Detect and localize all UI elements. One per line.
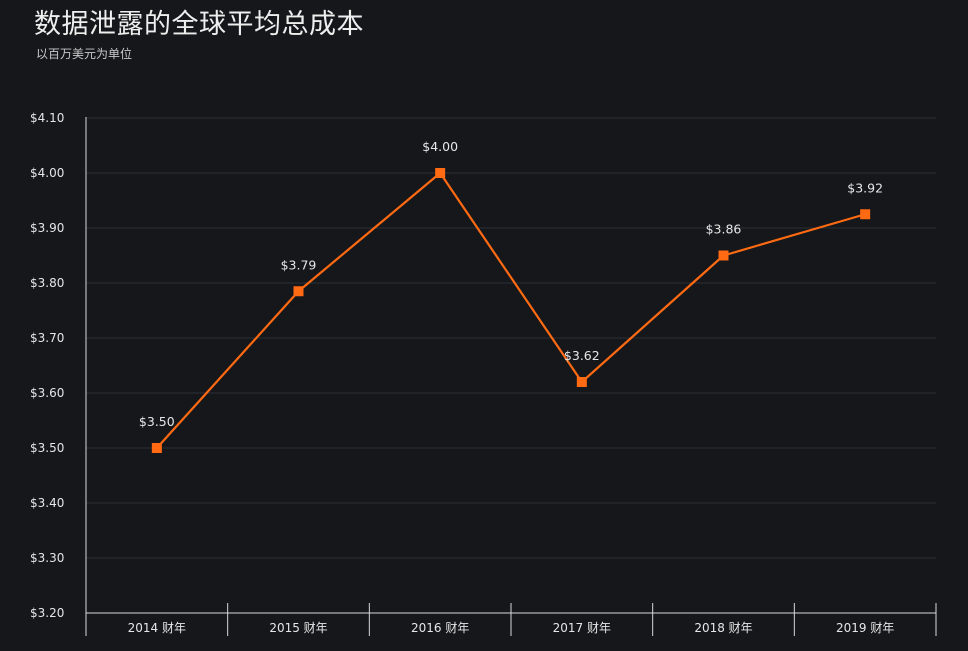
data-point-marker — [718, 250, 729, 261]
grid-lines — [86, 117, 936, 559]
data-label: $3.86 — [706, 222, 742, 237]
data-points — [151, 168, 871, 453]
y-tick-label: $4.00 — [30, 166, 64, 180]
y-tick-label: $3.60 — [30, 386, 64, 400]
y-tick-label: $3.70 — [30, 331, 64, 345]
data-label: $3.50 — [139, 414, 175, 429]
x-tick-label: 2014 财年 — [128, 621, 186, 635]
y-tick-label: $3.50 — [30, 441, 64, 455]
x-tick-label: 2019 财年 — [836, 621, 894, 635]
chart-subtitle: 以百万美元为单位 — [36, 47, 133, 61]
chart-title: 数据泄露的全球平均总成本 — [34, 9, 364, 40]
data-label: $4.00 — [422, 139, 458, 154]
data-point-marker — [151, 443, 162, 453]
data-label: $3.79 — [281, 257, 317, 272]
y-tick-label: $3.20 — [30, 606, 64, 620]
y-tick-label: $3.90 — [30, 221, 64, 235]
x-tick-label: 2017 财年 — [553, 621, 611, 635]
axes — [85, 117, 937, 636]
data-label: $3.92 — [847, 180, 883, 195]
data-label: $3.62 — [564, 348, 600, 363]
data-point-marker — [860, 209, 871, 220]
x-tick-labels: 2014 财年 2015 财年 2016 财年 2017 财年 2018 财年 2019 … — [128, 621, 895, 635]
x-tick-label: 2015 财年 — [269, 621, 327, 635]
series-line — [156, 171, 866, 449]
data-point-marker — [435, 168, 446, 178]
y-tick-label: $3.80 — [30, 276, 64, 290]
data-labels: $3.50 $3.79 $4.00 $3.62 $3.86 $3.92 — [139, 139, 883, 429]
y-tick-labels: $4.10 $4.00 $3.90 $3.80 $3.70 $3.60 $3.50 $3.40… — [30, 111, 64, 620]
series-line-path — [156, 171, 866, 449]
y-tick-label: $3.30 — [30, 551, 64, 565]
x-tick-label: 2018 财年 — [694, 621, 752, 635]
data-point-marker — [576, 377, 587, 387]
data-point-marker — [293, 286, 304, 297]
y-tick-label: $3.40 — [30, 496, 64, 510]
y-tick-label: $4.10 — [30, 111, 64, 125]
x-tick-label: 2016 财年 — [411, 621, 469, 635]
